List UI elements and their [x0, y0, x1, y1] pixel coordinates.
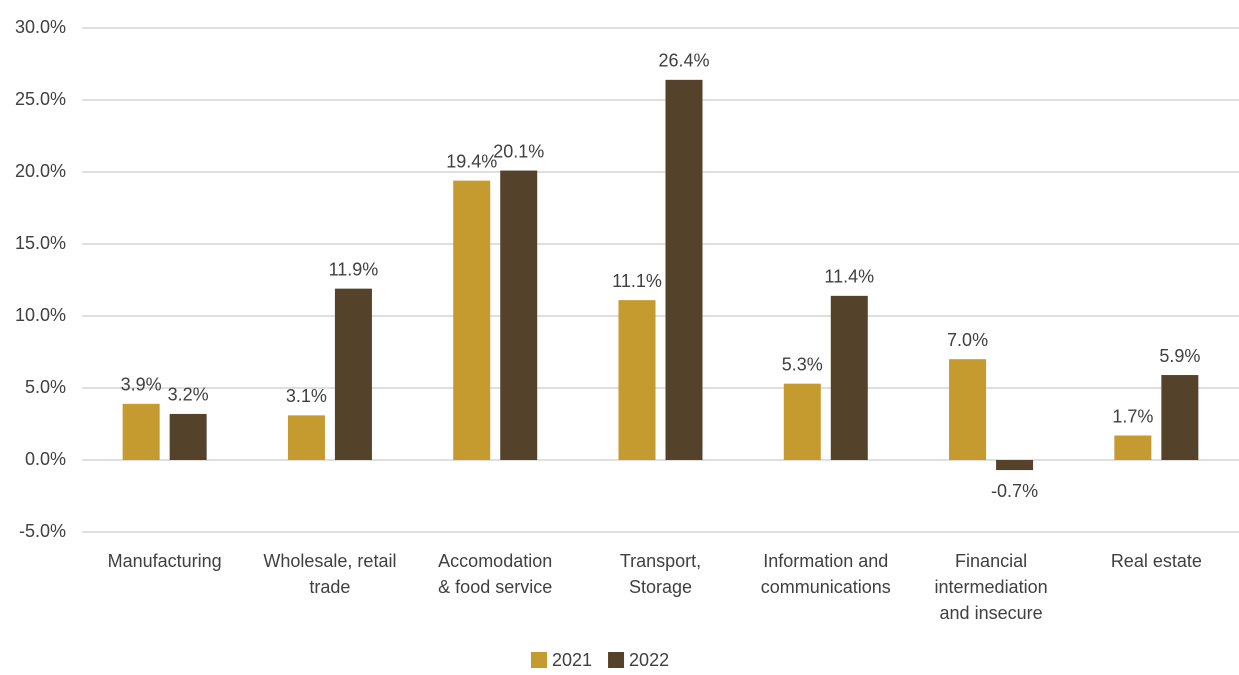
- bar: [1114, 435, 1152, 460]
- data-label: 19.4%: [446, 151, 497, 171]
- legend-swatch: [608, 652, 625, 668]
- y-tick-label: 10.0%: [15, 305, 66, 325]
- x-tick-label: communications: [761, 577, 891, 597]
- data-label: 7.0%: [947, 330, 988, 350]
- data-label: 11.1%: [612, 271, 662, 291]
- bar: [500, 170, 538, 460]
- x-tick-label: Storage: [629, 577, 692, 597]
- data-label: 26.4%: [658, 51, 709, 71]
- bar: [169, 413, 207, 460]
- x-tick-label: trade: [309, 577, 350, 597]
- bar: [618, 300, 656, 460]
- legend-label: 2022: [629, 650, 669, 670]
- x-tick-label: Real estate: [1111, 551, 1202, 571]
- data-label: 5.9%: [1159, 346, 1200, 366]
- x-tick-label: Manufacturing: [108, 551, 222, 571]
- y-tick-label: 15.0%: [15, 233, 66, 253]
- bar: [949, 359, 987, 460]
- x-tick-label: & food service: [438, 577, 552, 597]
- x-tick-label: Financial: [955, 551, 1027, 571]
- bar: [453, 180, 491, 460]
- y-tick-label: 20.0%: [15, 161, 66, 181]
- legend-label: 2021: [552, 650, 592, 670]
- data-label: 11.4%: [824, 267, 874, 287]
- y-tick-label: -5.0%: [19, 521, 66, 541]
- data-label: 3.2%: [168, 385, 209, 405]
- legend-swatch: [531, 652, 547, 668]
- x-tick-label: intermediation: [935, 577, 1048, 597]
- y-tick-label: 30.0%: [15, 17, 66, 37]
- bar: [665, 79, 703, 460]
- data-label: 11.9%: [329, 259, 379, 279]
- x-tick-label: Transport,: [620, 551, 701, 571]
- y-tick-label: 5.0%: [25, 377, 66, 397]
- x-tick-label: Information and: [763, 551, 888, 571]
- data-label: 5.3%: [782, 354, 823, 374]
- data-label: 20.1%: [493, 141, 544, 161]
- x-tick-label: and insecure: [940, 603, 1043, 623]
- bar: [334, 288, 372, 460]
- y-tick-label: 25.0%: [15, 89, 66, 109]
- x-tick-label: Wholesale, retail: [263, 551, 396, 571]
- x-tick-label: Accomodation: [438, 551, 552, 571]
- bar: [1161, 375, 1199, 460]
- data-label: 3.9%: [121, 375, 162, 395]
- bar: [783, 383, 821, 460]
- bar: [830, 295, 868, 460]
- y-tick-label: 0.0%: [25, 449, 66, 469]
- data-label: -0.7%: [991, 481, 1038, 501]
- bar: [122, 403, 160, 460]
- data-label: 3.1%: [286, 386, 327, 406]
- bar: [996, 460, 1034, 471]
- data-label: 1.7%: [1112, 406, 1153, 426]
- bar: [287, 415, 325, 460]
